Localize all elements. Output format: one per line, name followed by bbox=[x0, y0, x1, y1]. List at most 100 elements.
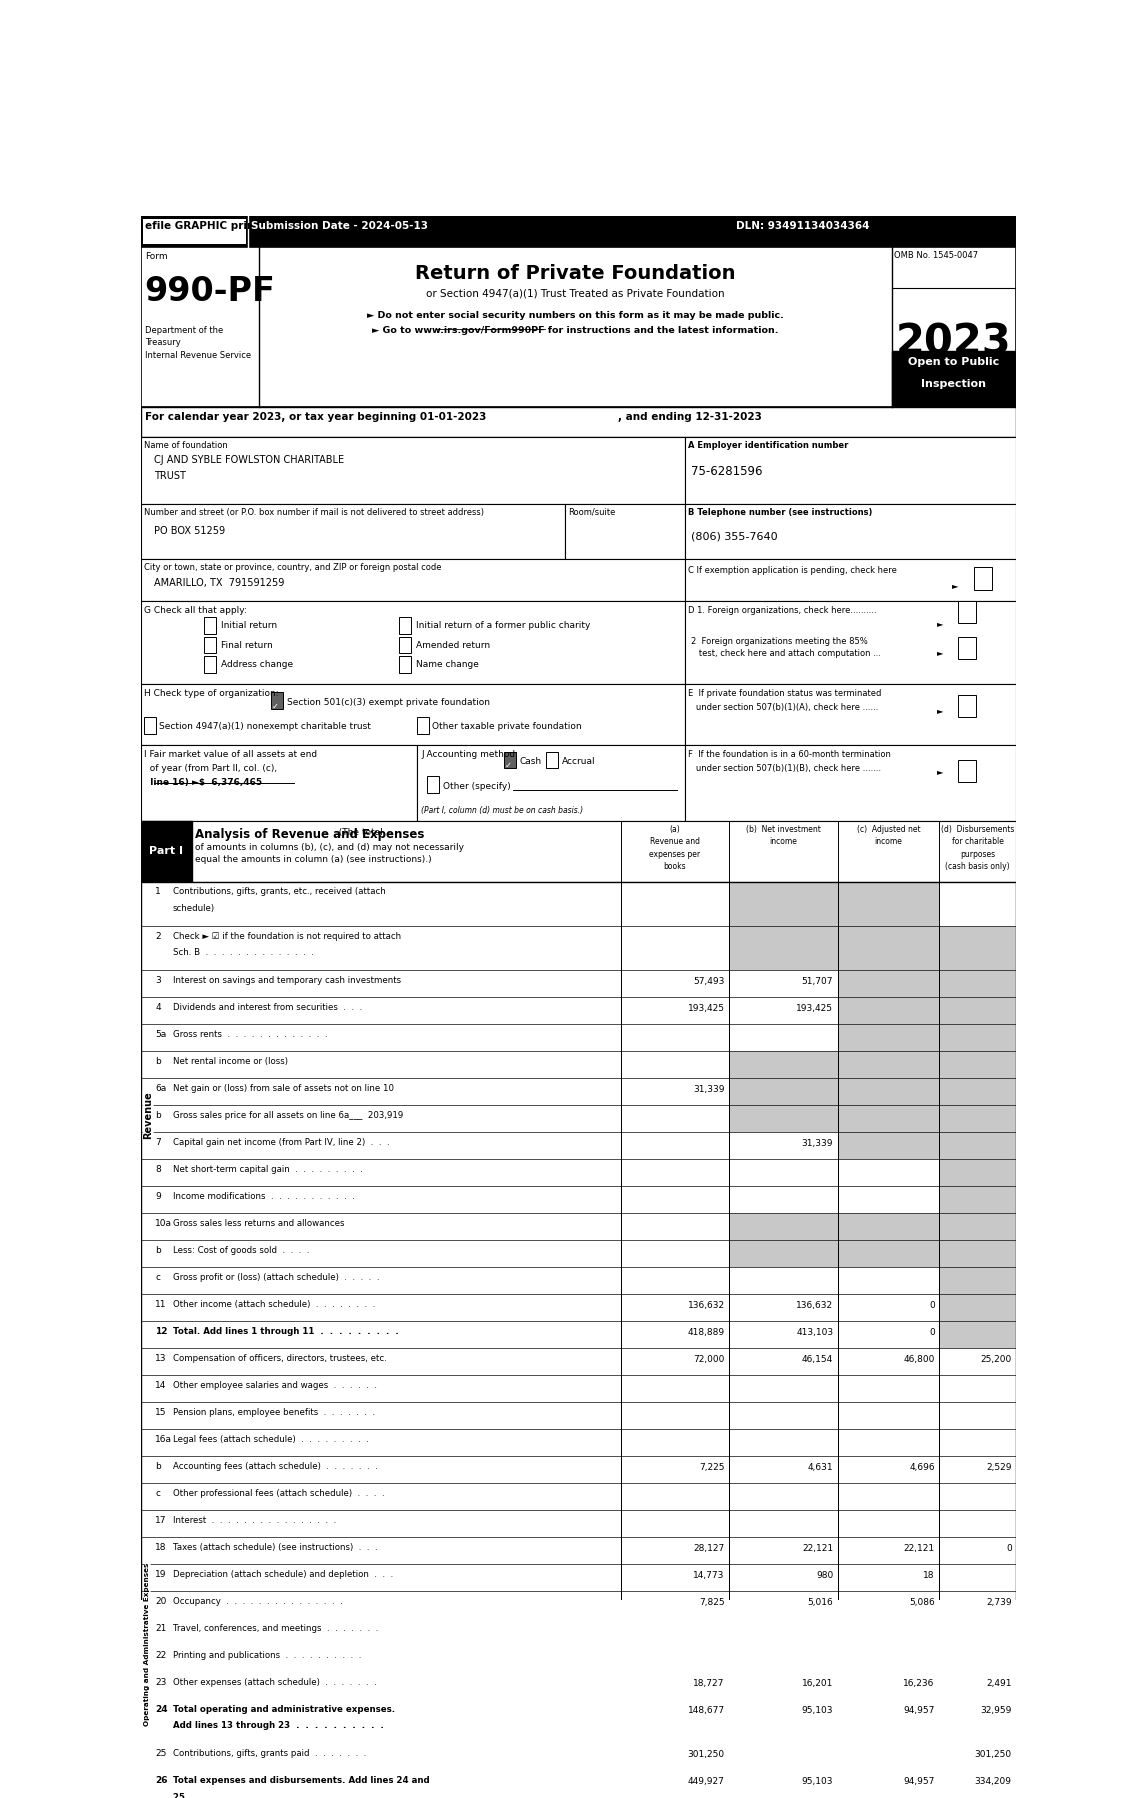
Text: 12: 12 bbox=[155, 1327, 167, 1336]
Bar bbox=[729, 1187, 838, 1214]
Text: 51,707: 51,707 bbox=[802, 978, 833, 987]
Bar bbox=[729, 1429, 838, 1456]
Text: 6a: 6a bbox=[155, 1084, 166, 1093]
Text: (cash basis only): (cash basis only) bbox=[945, 863, 1010, 872]
Text: Number and street (or P.O. box number if mail is not delivered to street address: Number and street (or P.O. box number if… bbox=[143, 507, 483, 516]
Bar bbox=[400, 636, 411, 653]
Text: Operating and Administrative Expenses: Operating and Administrative Expenses bbox=[145, 1562, 150, 1726]
Text: under section 507(b)(1)(B), check here .......: under section 507(b)(1)(B), check here .… bbox=[688, 764, 881, 773]
Text: Check ► ☑ if the foundation is not required to attach: Check ► ☑ if the foundation is not requi… bbox=[173, 931, 401, 940]
Bar bbox=[621, 1375, 729, 1402]
Text: ✓: ✓ bbox=[505, 761, 513, 770]
Text: Taxes (attach schedule) (see instructions)  .  .  .: Taxes (attach schedule) (see instruction… bbox=[173, 1543, 377, 1552]
Text: 14,773: 14,773 bbox=[693, 1571, 725, 1580]
Text: c: c bbox=[155, 1489, 160, 1498]
Bar bbox=[939, 926, 1016, 971]
Text: Section 501(c)(3) exempt private foundation: Section 501(c)(3) exempt private foundat… bbox=[287, 698, 490, 707]
Bar bbox=[621, 1618, 729, 1645]
Bar bbox=[939, 1402, 1016, 1429]
Text: Net short-term capital gain  .  .  .  .  .  .  .  .  .: Net short-term capital gain . . . . . . … bbox=[173, 1165, 362, 1174]
Bar bbox=[141, 1106, 621, 1133]
Text: OMB No. 1545-0047: OMB No. 1545-0047 bbox=[894, 252, 979, 261]
Bar bbox=[729, 1348, 838, 1375]
Bar bbox=[838, 1375, 939, 1402]
Text: 26: 26 bbox=[155, 1776, 167, 1785]
Text: 94,957: 94,957 bbox=[903, 1706, 935, 1715]
Bar bbox=[621, 1106, 729, 1133]
Text: 334,209: 334,209 bbox=[974, 1778, 1012, 1787]
Text: Section 4947(a)(1) nonexempt charitable trust: Section 4947(a)(1) nonexempt charitable … bbox=[159, 723, 371, 732]
Bar bbox=[729, 1744, 838, 1771]
Text: 32,959: 32,959 bbox=[980, 1706, 1012, 1715]
Text: 21: 21 bbox=[155, 1624, 166, 1633]
Bar bbox=[729, 971, 838, 998]
Text: Gross rents  .  .  .  .  .  .  .  .  .  .  .  .  .: Gross rents . . . . . . . . . . . . . bbox=[173, 1030, 327, 1039]
Text: 0: 0 bbox=[929, 1329, 935, 1338]
Bar bbox=[417, 717, 429, 734]
Bar bbox=[838, 1295, 939, 1322]
Text: Total. Add lines 1 through 11  .  .  .  .  .  .  .  .  .: Total. Add lines 1 through 11 . . . . . … bbox=[173, 1327, 399, 1336]
Bar bbox=[141, 1645, 621, 1672]
Text: 20: 20 bbox=[155, 1597, 166, 1606]
Text: D 1. Foreign organizations, check here..........: D 1. Foreign organizations, check here..… bbox=[688, 606, 876, 615]
Bar bbox=[729, 1456, 838, 1483]
Bar bbox=[729, 881, 838, 926]
Bar bbox=[729, 1133, 838, 1160]
Text: purposes: purposes bbox=[960, 850, 995, 859]
Bar bbox=[141, 1187, 621, 1214]
Text: ► Do not enter social security numbers on this form as it may be made public.: ► Do not enter social security numbers o… bbox=[367, 311, 784, 320]
Text: 148,677: 148,677 bbox=[688, 1706, 725, 1715]
Text: 16,201: 16,201 bbox=[802, 1679, 833, 1688]
Text: of amounts in columns (b), (c), and (d) may not necessarily: of amounts in columns (b), (c), and (d) … bbox=[195, 843, 464, 852]
Bar bbox=[621, 1295, 729, 1322]
Text: DLN: 93491134034364: DLN: 93491134034364 bbox=[736, 221, 869, 232]
Text: 25,200: 25,200 bbox=[980, 1356, 1012, 1365]
Bar bbox=[417, 744, 685, 820]
Text: ► Go to www.irs.gov/Form990PF for instructions and the latest information.: ► Go to www.irs.gov/Form990PF for instru… bbox=[373, 325, 779, 334]
Text: Total operating and administrative expenses.: Total operating and administrative expen… bbox=[173, 1705, 395, 1713]
Text: E  If private foundation status was terminated: E If private foundation status was termi… bbox=[688, 689, 882, 698]
Bar bbox=[141, 1052, 621, 1079]
Bar bbox=[685, 744, 1016, 820]
Bar bbox=[141, 1483, 621, 1510]
Text: ✓: ✓ bbox=[271, 701, 279, 710]
Bar bbox=[141, 1699, 621, 1744]
Bar bbox=[141, 926, 621, 971]
Text: 1: 1 bbox=[155, 886, 160, 895]
Text: City or town, state or province, country, and ZIP or foreign postal code: City or town, state or province, country… bbox=[143, 563, 441, 572]
Text: Dividends and interest from securities  .  .  .: Dividends and interest from securities .… bbox=[173, 1003, 362, 1012]
Bar bbox=[729, 1591, 838, 1618]
Text: Initial return: Initial return bbox=[221, 622, 277, 631]
Text: Cash: Cash bbox=[520, 757, 542, 766]
Bar bbox=[729, 1618, 838, 1645]
Bar bbox=[621, 1079, 729, 1106]
Bar bbox=[838, 1106, 939, 1133]
Text: Gross sales less returns and allowances: Gross sales less returns and allowances bbox=[173, 1219, 344, 1228]
Text: 19: 19 bbox=[155, 1570, 167, 1579]
Bar bbox=[729, 1106, 838, 1133]
Bar bbox=[729, 1564, 838, 1591]
Text: 5,016: 5,016 bbox=[807, 1598, 833, 1607]
Text: Net gain or (loss) from sale of assets not on line 10: Net gain or (loss) from sale of assets n… bbox=[173, 1084, 394, 1093]
Text: Form: Form bbox=[146, 252, 168, 261]
Bar bbox=[729, 1645, 838, 1672]
Text: Depreciation (attach schedule) and depletion  .  .  .: Depreciation (attach schedule) and deple… bbox=[173, 1570, 393, 1579]
Bar bbox=[685, 503, 1016, 559]
Bar bbox=[685, 437, 1016, 503]
Bar bbox=[141, 820, 192, 881]
Bar bbox=[141, 1618, 621, 1645]
Bar bbox=[621, 1322, 729, 1348]
Bar bbox=[974, 568, 991, 590]
Text: 413,103: 413,103 bbox=[796, 1329, 833, 1338]
Text: (The total: (The total bbox=[195, 827, 383, 836]
Text: Travel, conferences, and meetings  .  .  .  .  .  .  .: Travel, conferences, and meetings . . . … bbox=[173, 1624, 378, 1633]
Bar bbox=[939, 1591, 1016, 1618]
Text: 0: 0 bbox=[1006, 1544, 1012, 1553]
Bar bbox=[838, 998, 939, 1025]
Text: (a): (a) bbox=[669, 825, 681, 834]
Bar bbox=[939, 1241, 1016, 1268]
Bar bbox=[400, 617, 411, 635]
Text: Accounting fees (attach schedule)  .  .  .  .  .  .  .: Accounting fees (attach schedule) . . . … bbox=[173, 1462, 377, 1471]
Text: 22,121: 22,121 bbox=[903, 1544, 935, 1553]
Bar bbox=[838, 1160, 939, 1187]
